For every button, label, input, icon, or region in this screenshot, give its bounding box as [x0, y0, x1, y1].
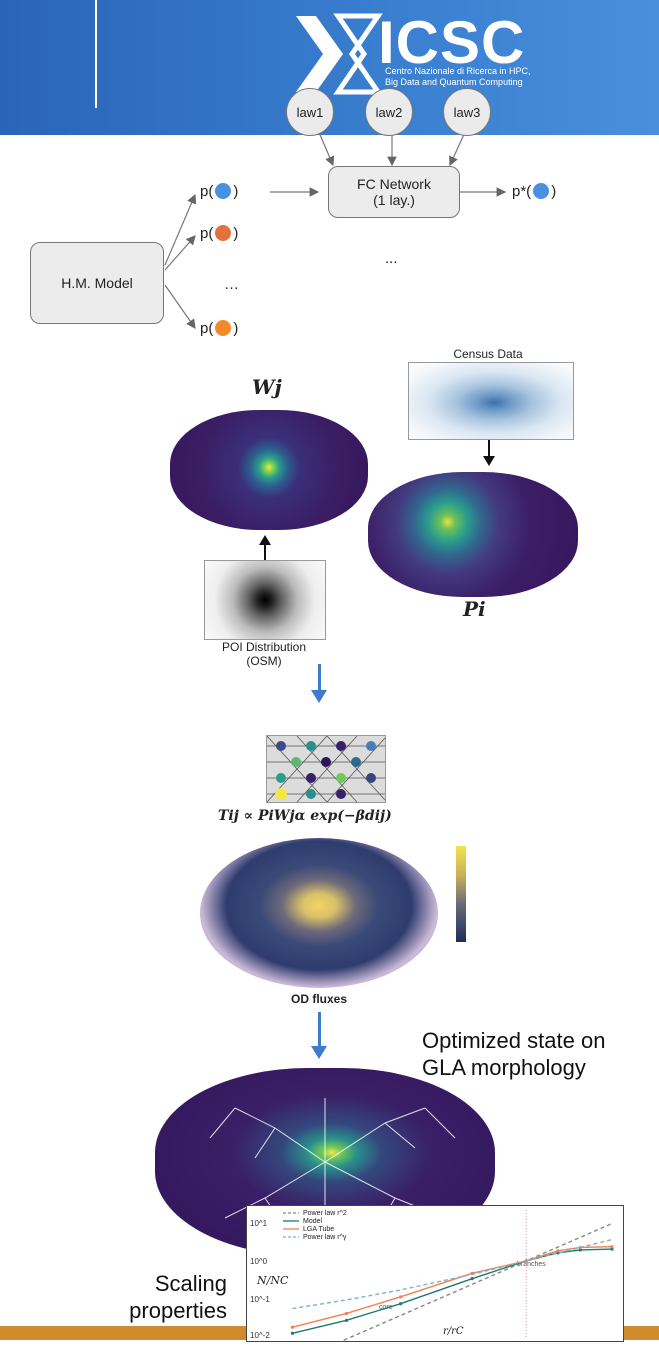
scaling-plot: 10^1 10^0 10^-1 10^-2 N/NC r/rC branches… [246, 1205, 624, 1346]
law-node: law1 [286, 88, 334, 136]
flow-arrow-head [311, 1046, 327, 1059]
hm-model-label: H.M. Model [61, 275, 133, 291]
series-point [399, 1302, 403, 1306]
logo-subtitle-line: Centro Nazionale di Ricerca in HPC, [385, 66, 531, 76]
legend-entry: LGA Tube [303, 1226, 334, 1233]
law-node: law3 [443, 88, 491, 136]
core-annotation: core [379, 1304, 393, 1311]
y-tick-label: 10^-1 [250, 1295, 270, 1304]
legend-entry: Power law r^γ [303, 1234, 347, 1241]
prob-work: p() [200, 225, 239, 242]
optimized-state-caption: Optimized state on GLA morphology [422, 1028, 606, 1080]
census-arrow-head [483, 456, 495, 466]
flow-arrow-shaft [318, 1012, 321, 1048]
flow-arrow-head [311, 690, 327, 703]
legend-entry: Power law r^2 [303, 1210, 347, 1217]
od-flux-map [200, 838, 438, 988]
output-ellipsis: ... [385, 250, 398, 267]
series-point [399, 1295, 403, 1299]
series-line [292, 1246, 612, 1328]
law-node: law2 [365, 88, 413, 136]
home-icon [533, 183, 550, 199]
series-point [578, 1248, 582, 1252]
y-tick-label: 10^0 [250, 1257, 268, 1266]
pi-label: Pi [463, 597, 486, 621]
od-fluxes-label: OD fluxes [290, 992, 347, 1006]
scaling-caption: Scaling properties [129, 1271, 227, 1323]
workplace-map [170, 410, 368, 530]
banner-divider [95, 0, 97, 108]
prob-ellipsis: … [224, 276, 239, 293]
fc-network-box: FC Network (1 lay.) [328, 166, 460, 218]
series-point [610, 1247, 614, 1251]
briefcase-icon [215, 225, 232, 241]
fc-network-sublabel: (1 lay.) [373, 192, 415, 208]
series-line [292, 1248, 612, 1334]
series-point [290, 1325, 295, 1329]
poi-arrow-head [259, 535, 271, 545]
branches-annotation: branches [517, 1261, 546, 1268]
hex-lattice-image [266, 735, 386, 803]
series-point [344, 1318, 349, 1322]
series-line [328, 1222, 613, 1346]
prob-other: p() [200, 320, 239, 337]
series-point [610, 1245, 614, 1249]
scaling-plot-canvas: 10^1 10^0 10^-1 10^-2 N/NC r/rC branches… [250, 1210, 614, 1346]
logo-subtitle: Centro Nazionale di Ricerca in HPC, Big … [385, 66, 585, 88]
series-point [470, 1277, 474, 1281]
legend-entry: Model [303, 1218, 323, 1225]
series-line [292, 1238, 613, 1310]
gravity-formula: Tij ∝ PiWjα exp(−βdij) [218, 808, 392, 824]
logo-wordmark: ICSC [378, 9, 526, 76]
fc-network-label: FC Network [357, 176, 431, 192]
series-point [290, 1331, 295, 1335]
series-point [344, 1311, 349, 1316]
prob-home: p() [200, 183, 239, 200]
census-label: Census Data [453, 347, 523, 361]
series-point [556, 1249, 560, 1253]
wj-label: Wj [252, 375, 282, 399]
logo-subtitle-line: Big Data and Quantum Computing [385, 77, 523, 87]
population-map [368, 472, 578, 597]
x-axis-label: r/rC [443, 1326, 464, 1337]
flow-arrow-shaft [318, 664, 321, 692]
y-axis-label: N/NC [256, 1274, 289, 1287]
poi-label: POI Distribution (OSM) [221, 640, 307, 668]
y-tick-label: 10^-2 [250, 1331, 270, 1340]
y-tick-label: 10^1 [250, 1219, 268, 1228]
home-icon [215, 183, 232, 199]
census-data-image [408, 362, 574, 440]
tools-icon [215, 320, 232, 336]
census-arrow-shaft [488, 440, 490, 458]
od-colorbar [456, 846, 466, 942]
poi-distribution-image [204, 560, 326, 640]
output-prob: p*() [512, 183, 557, 200]
poi-arrow-shaft [264, 542, 266, 560]
hm-model-box: H.M. Model [30, 242, 164, 324]
